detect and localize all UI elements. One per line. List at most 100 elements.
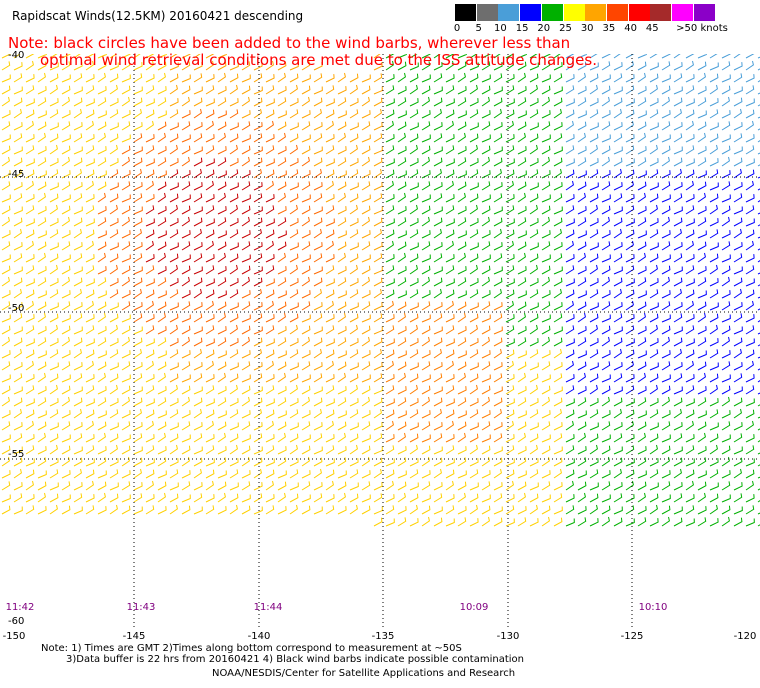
wind-barb bbox=[397, 470, 407, 479]
wind-barb bbox=[613, 433, 623, 443]
wind-barb bbox=[253, 193, 263, 203]
wind-barb bbox=[289, 158, 299, 167]
wind-barb bbox=[277, 61, 287, 71]
wind-barb bbox=[589, 144, 598, 155]
wind-barb bbox=[481, 205, 491, 215]
wind-barb bbox=[409, 409, 419, 419]
wind-barb bbox=[481, 410, 491, 419]
wind-barb bbox=[49, 84, 58, 95]
wind-barb bbox=[337, 372, 346, 383]
wind-barb bbox=[313, 408, 322, 419]
wind-barb bbox=[73, 337, 83, 347]
wind-barb bbox=[121, 434, 131, 443]
wind-barb bbox=[133, 348, 142, 359]
wind-barb bbox=[673, 446, 683, 455]
wind-barb bbox=[625, 278, 635, 287]
wind-barb bbox=[385, 505, 395, 515]
wind-barb bbox=[409, 313, 419, 323]
wind-barb bbox=[49, 458, 59, 467]
wind-barb bbox=[49, 362, 59, 371]
wind-barb bbox=[61, 350, 71, 359]
wind-barb bbox=[625, 158, 635, 167]
wind-barb bbox=[37, 397, 47, 407]
wind-barb bbox=[385, 98, 395, 107]
wind-barb bbox=[133, 506, 143, 515]
wind-barb bbox=[181, 456, 190, 467]
wind-barb bbox=[277, 457, 287, 467]
wind-barb bbox=[61, 290, 71, 299]
wind-barb bbox=[433, 108, 442, 119]
wind-barb bbox=[241, 181, 251, 191]
wind-barb bbox=[637, 97, 647, 107]
wind-barb bbox=[457, 290, 467, 299]
wind-barb bbox=[13, 457, 23, 467]
wind-barb bbox=[157, 146, 167, 155]
wind-barb bbox=[241, 350, 251, 359]
wind-barb bbox=[385, 469, 395, 479]
wind-barb bbox=[397, 361, 407, 371]
wind-barb bbox=[601, 350, 611, 359]
wind-barb bbox=[493, 277, 503, 287]
wind-barb bbox=[289, 433, 299, 443]
wind-barb bbox=[121, 265, 131, 275]
wind-barb bbox=[433, 206, 443, 215]
wind-barb bbox=[373, 362, 383, 371]
wind-barb bbox=[325, 469, 335, 479]
wind-barb bbox=[541, 85, 551, 95]
wind-barb bbox=[217, 132, 226, 143]
wind-barb bbox=[613, 97, 623, 107]
wind-barb bbox=[733, 517, 743, 527]
wind-barb bbox=[49, 444, 58, 455]
wind-barb bbox=[289, 302, 299, 311]
wind-barb bbox=[109, 54, 118, 59]
wind-barb bbox=[181, 494, 191, 503]
wind-barb bbox=[253, 326, 263, 335]
wind-barb bbox=[673, 122, 683, 131]
wind-barb bbox=[601, 301, 611, 311]
wind-barb bbox=[1, 290, 11, 299]
wind-barb bbox=[397, 181, 407, 191]
wind-barb bbox=[349, 504, 358, 515]
wind-barb bbox=[361, 96, 370, 107]
wind-barb bbox=[745, 85, 755, 95]
wind-barb bbox=[649, 458, 659, 467]
wind-barb bbox=[157, 470, 167, 479]
wind-barb bbox=[409, 144, 418, 155]
wind-barb bbox=[685, 54, 695, 59]
wind-barb bbox=[49, 349, 59, 359]
wind-barb bbox=[277, 266, 287, 275]
wind-barb bbox=[73, 242, 83, 251]
wind-barb bbox=[97, 481, 107, 491]
wind-barb bbox=[577, 312, 586, 323]
wind-barb bbox=[229, 158, 239, 167]
wind-barb bbox=[601, 410, 611, 419]
wind-barb bbox=[601, 216, 610, 227]
wind-barb bbox=[37, 61, 47, 71]
wind-barb bbox=[409, 338, 419, 347]
wind-barb bbox=[1, 205, 11, 215]
wind-barb bbox=[205, 254, 215, 263]
wind-barb bbox=[145, 300, 154, 311]
wind-barb bbox=[241, 301, 251, 311]
wind-barb bbox=[541, 74, 551, 83]
wind-barb bbox=[289, 444, 298, 455]
wind-barb bbox=[421, 145, 431, 155]
wind-barb bbox=[457, 86, 467, 95]
lat-label-50: -50 bbox=[8, 303, 25, 314]
wind-barb bbox=[637, 266, 647, 275]
wind-barb bbox=[649, 384, 658, 395]
wind-barb bbox=[673, 493, 683, 503]
wind-barb bbox=[505, 289, 515, 299]
wind-barb bbox=[613, 482, 623, 491]
wind-barb bbox=[277, 170, 287, 179]
wind-barb bbox=[505, 434, 515, 443]
wind-barb bbox=[253, 506, 263, 515]
wind-barb bbox=[373, 62, 383, 71]
wind-barb bbox=[121, 181, 131, 191]
wind-barb bbox=[241, 216, 250, 227]
wind-barb bbox=[361, 156, 370, 167]
wind-barb bbox=[289, 218, 299, 227]
wind-barb bbox=[445, 314, 455, 323]
wind-barb bbox=[313, 362, 323, 371]
wind-barb bbox=[73, 313, 83, 323]
